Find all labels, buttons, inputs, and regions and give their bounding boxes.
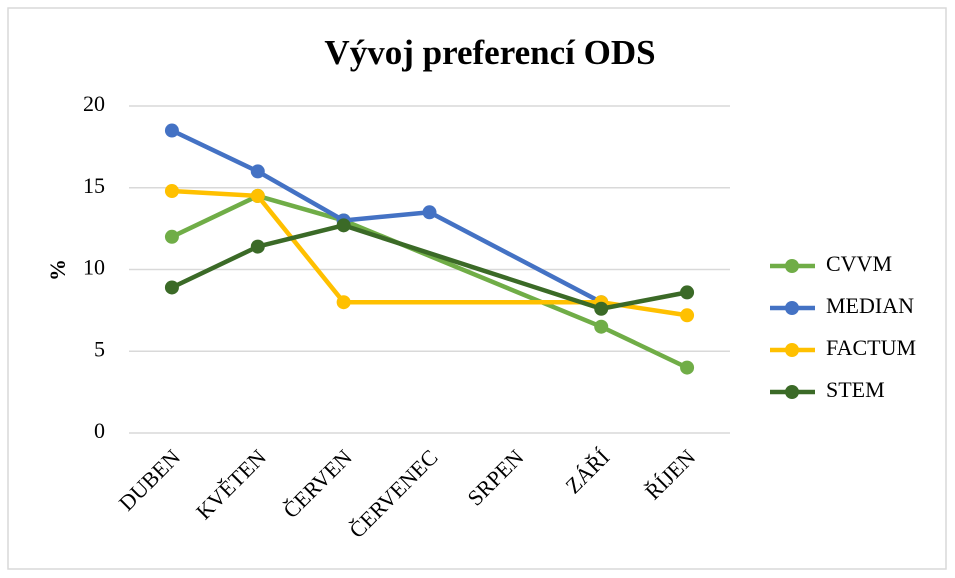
series-marker xyxy=(164,280,179,295)
legend-marker xyxy=(785,259,799,273)
series-marker xyxy=(680,308,695,323)
series-marker xyxy=(250,188,265,203)
legend-marker xyxy=(785,301,799,315)
y-tick-label: 20 xyxy=(83,91,105,116)
legend-marker xyxy=(785,343,799,357)
series-marker xyxy=(680,285,695,300)
legend-label: FACTUM xyxy=(826,335,916,360)
chart-frame xyxy=(7,7,947,570)
series-marker xyxy=(422,205,437,220)
series-marker xyxy=(164,184,179,199)
legend-label: MEDIAN xyxy=(826,293,914,318)
series-marker xyxy=(250,239,265,254)
series-marker xyxy=(336,295,351,310)
chart-title: Vývoj preferencí ODS xyxy=(324,33,655,72)
series-marker xyxy=(680,360,695,375)
series-marker xyxy=(164,229,179,244)
series-marker xyxy=(336,218,351,233)
y-tick-label: 0 xyxy=(94,418,105,443)
legend-marker xyxy=(785,385,799,399)
series-marker xyxy=(250,164,265,179)
series-marker xyxy=(594,301,609,316)
y-axis-label: % xyxy=(45,259,70,281)
series-marker xyxy=(164,123,179,138)
y-tick-label: 10 xyxy=(83,255,105,280)
series-marker xyxy=(594,319,609,334)
legend-label: CVVM xyxy=(826,251,892,276)
y-tick-label: 5 xyxy=(94,336,105,361)
legend-label: STEM xyxy=(826,377,885,402)
y-tick-label: 15 xyxy=(83,173,105,198)
